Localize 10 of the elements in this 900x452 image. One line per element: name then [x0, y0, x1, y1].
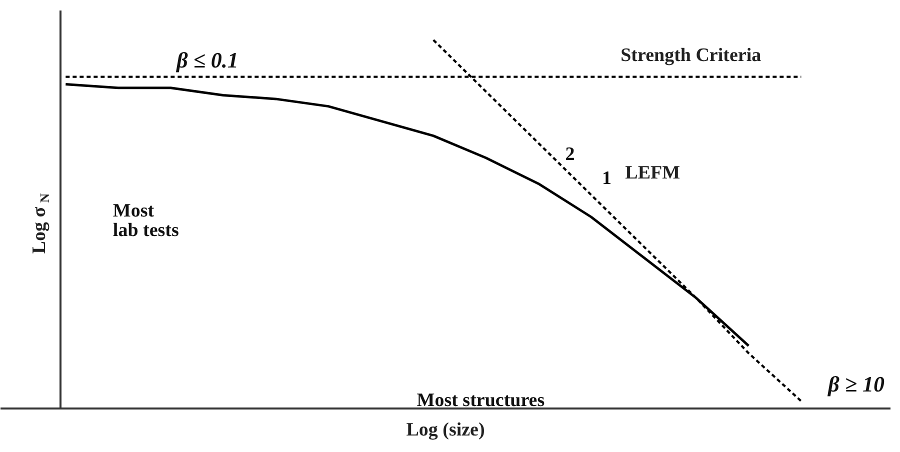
annotation: β ≤ 0.1 [176, 47, 238, 72]
y-axis-title: Log σN [28, 192, 52, 254]
annotation: 1 [602, 168, 612, 189]
annotation: 2 [565, 144, 575, 165]
series-label: Strength Criteria [620, 44, 762, 66]
series-label: LEFM [625, 162, 680, 184]
text: β ≥ 10 [827, 372, 885, 397]
annotation: Most lab tests [112, 200, 179, 242]
annotation: Most structures [416, 390, 545, 412]
x-axis-title: Log (size) [406, 420, 485, 440]
